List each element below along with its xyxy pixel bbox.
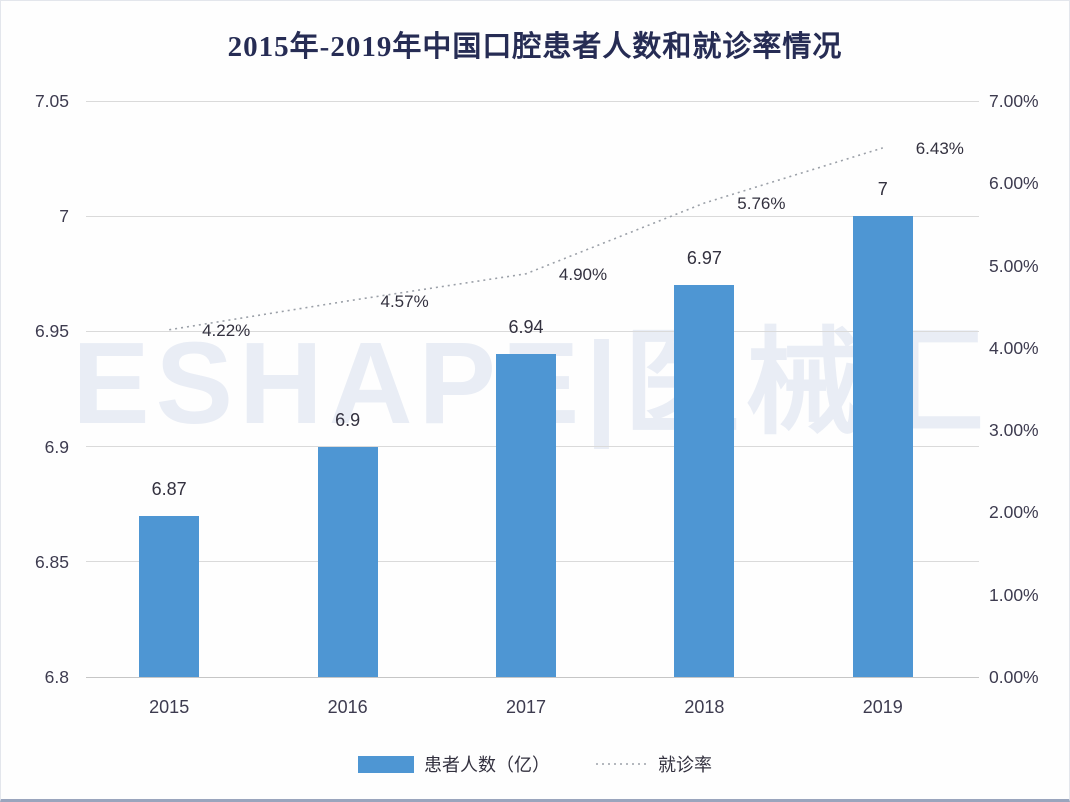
y-axis-tick-left: 7.05	[34, 91, 69, 111]
x-axis-label-2019: 2019	[862, 697, 903, 717]
bar-value-label: 7	[877, 179, 888, 200]
bar-2019	[852, 216, 913, 677]
bar-2015	[139, 515, 200, 677]
gridline	[86, 100, 979, 102]
line-value-label: 5.76%	[737, 194, 786, 214]
x-axis-label-2017: 2017	[505, 697, 547, 717]
line-value-label: 6.43%	[915, 138, 964, 158]
y-axis-tick-left: 6.95	[34, 321, 69, 342]
y-axis-tick-right: 3.00%	[989, 420, 1039, 441]
legend-dotted-swatch	[596, 763, 648, 765]
bar-value-label: 6.9	[335, 409, 361, 430]
bar-value-label: 6.94	[508, 317, 544, 338]
bar-2018	[674, 285, 735, 677]
x-axis-label-2016: 2016	[327, 697, 368, 717]
legend: 患者人数（亿） 就诊率	[1, 749, 1069, 779]
bar-value-label: 6.97	[686, 248, 722, 269]
y-axis-tick-left: 6.8	[44, 667, 69, 687]
x-axis-label-2015: 2015	[149, 697, 190, 717]
legend-bar-label: 患者人数（亿）	[424, 755, 550, 775]
y-axis-tick-left: 6.9	[44, 436, 69, 457]
line-value-label: 4.22%	[202, 320, 251, 340]
bar-2017	[496, 354, 556, 677]
legend-line-label: 就诊率	[658, 755, 712, 775]
gridline	[86, 215, 979, 217]
y-axis-tick-right: 0.00%	[989, 667, 1039, 687]
chart-title: 2015年-2019年中国口腔患者人数和就诊率情况	[227, 31, 843, 63]
y-axis-tick-right: 7.00%	[989, 91, 1039, 111]
y-axis-tick-right: 6.00%	[989, 173, 1039, 194]
y-axis-tick-left: 6.85	[34, 551, 69, 572]
y-axis-tick-right: 4.00%	[989, 337, 1039, 358]
y-axis-tick-left: 7	[59, 206, 69, 227]
line-value-label: 4.90%	[558, 264, 608, 284]
bar-2016	[317, 446, 378, 677]
gridline	[86, 330, 979, 332]
line-value-label: 4.57%	[380, 291, 429, 311]
x-axis-line	[86, 676, 979, 678]
y-axis-tick-right: 1.00%	[989, 584, 1039, 605]
legend-bar-swatch	[358, 755, 414, 773]
y-axis-tick-right: 5.00%	[989, 255, 1039, 276]
x-axis-label-2018: 2018	[684, 697, 725, 717]
trend-line	[169, 147, 884, 331]
bar-value-label: 6.87	[151, 478, 187, 499]
y-axis-tick-right: 2.00%	[989, 502, 1039, 523]
